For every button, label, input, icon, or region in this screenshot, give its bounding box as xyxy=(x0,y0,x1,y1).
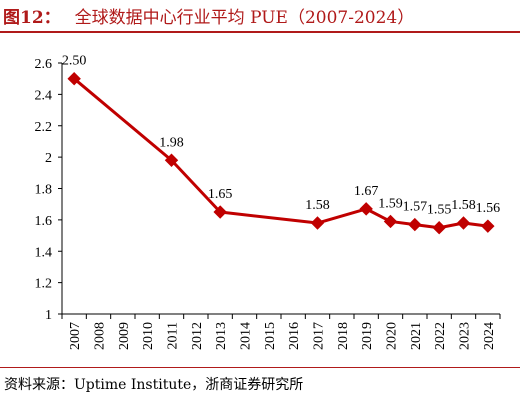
pue-data-point xyxy=(456,216,471,230)
data-label: 1.56 xyxy=(476,201,501,216)
x-tick-label: 2023 xyxy=(458,322,473,350)
x-tick-label: 2017 xyxy=(312,322,327,350)
y-tick-label: 2 xyxy=(45,151,52,166)
x-tick-label: 2019 xyxy=(360,322,375,350)
pue-data-point xyxy=(359,202,373,216)
x-tick-label: 2013 xyxy=(214,322,229,350)
pue-data-point xyxy=(310,216,325,230)
data-label: 1.67 xyxy=(354,184,379,199)
pue-line-chart: 1 1.2 1.4 1.6 1.8 2 2.2 2.4 2.6 2007 2008 2009 2010 2… xyxy=(35,54,501,350)
y-tick-label: 2.6 xyxy=(35,57,53,72)
title-rule xyxy=(0,31,520,33)
x-tick-label: 2024 xyxy=(482,322,497,350)
y-tick-label: 2.2 xyxy=(35,120,53,135)
x-tick-label: 2012 xyxy=(190,322,205,350)
chart-axes: 1 1.2 1.4 1.6 1.8 2 2.2 2.4 2.6 2007 2008 2009 2010 2… xyxy=(35,57,501,350)
x-tick-label: 2011 xyxy=(166,322,181,349)
y-tick-label: 1 xyxy=(45,308,52,323)
pue-data-point xyxy=(213,205,227,219)
x-tick-label: 2016 xyxy=(287,322,302,350)
x-tick-label: 2020 xyxy=(385,322,400,350)
figure-label: 图12： xyxy=(3,7,61,28)
y-tick-label: 1.2 xyxy=(35,277,53,292)
x-tick-label: 2009 xyxy=(117,322,132,350)
x-tick-label: 2015 xyxy=(263,322,278,350)
pue-data-point xyxy=(408,217,422,232)
figure-title-row: 图12： 全球数据中心行业平均 PUE（2007-2024） xyxy=(0,0,520,30)
y-tick-label: 1.6 xyxy=(35,214,53,229)
data-label: 1.55 xyxy=(427,203,452,218)
pue-series-line xyxy=(73,77,489,230)
x-tick-label: 2010 xyxy=(141,322,156,350)
figure-title: 全球数据中心行业平均 PUE（2007-2024） xyxy=(74,7,415,28)
data-label: 1.58 xyxy=(451,198,476,213)
pue-data-point xyxy=(481,219,495,233)
y-tick-label: 2.4 xyxy=(35,88,53,103)
x-tick-label: 2021 xyxy=(409,322,424,350)
x-tick-label: 2008 xyxy=(93,322,108,350)
x-tick-label: 2007 xyxy=(68,322,83,350)
pue-data-point xyxy=(67,71,81,86)
source-note: 资料来源：Uptime Institute，浙商证券研究所 xyxy=(4,377,304,393)
pue-data-point xyxy=(164,153,179,167)
data-label: 1.59 xyxy=(378,196,403,211)
chart-series xyxy=(67,71,495,235)
data-label: 1.57 xyxy=(403,200,428,215)
chart-data-labels: 2.501.981.651.581.671.59 1.57 1.55 1.58 1.56 xyxy=(62,54,500,218)
x-tick-label: 2022 xyxy=(433,322,448,350)
y-tick-label: 1.4 xyxy=(35,245,53,260)
x-tick-label: 2018 xyxy=(336,322,351,350)
source-rule xyxy=(0,367,520,368)
data-label: 1.65 xyxy=(208,187,233,202)
x-tick-label: 2014 xyxy=(239,322,254,350)
data-label: 1.98 xyxy=(159,135,184,150)
data-label: 2.50 xyxy=(62,54,87,69)
data-label: 1.58 xyxy=(305,198,330,213)
pue-data-point xyxy=(383,214,398,229)
pue-data-point xyxy=(432,221,446,235)
y-tick-label: 1.8 xyxy=(35,183,53,198)
